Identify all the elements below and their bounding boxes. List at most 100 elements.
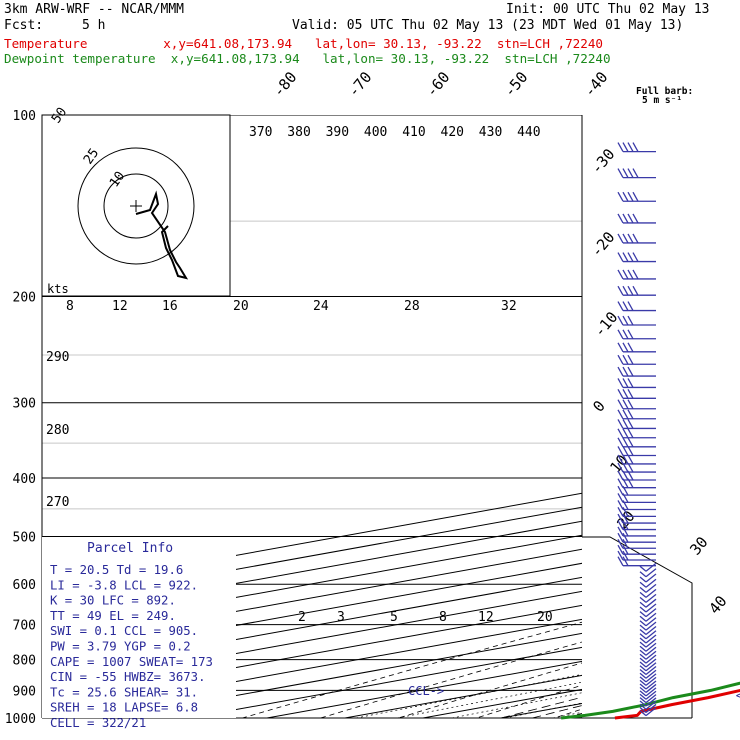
wind-barb bbox=[617, 478, 656, 489]
pressure-label: 1000 bbox=[5, 712, 36, 727]
wind-barb bbox=[639, 697, 657, 707]
wind-barb bbox=[639, 673, 657, 683]
wind-barb bbox=[639, 662, 657, 672]
wind-barb bbox=[617, 233, 656, 244]
mixing-ratio-label: 8 bbox=[439, 610, 447, 625]
temperature-trace bbox=[614, 688, 740, 720]
moist-adiabat bbox=[657, 297, 740, 719]
moist-adiabat bbox=[595, 297, 740, 719]
dry-adiabat bbox=[673, 115, 740, 731]
wind-barb bbox=[617, 550, 656, 561]
isotherm-label: -80 bbox=[269, 68, 300, 100]
isotherm-label: 0 bbox=[589, 397, 609, 415]
parcel-info-row: TT = 49 EL = 249. bbox=[50, 609, 176, 623]
parcel-info-row: T = 20.5 Td = 19.6 bbox=[50, 563, 183, 577]
dry-adiabat-label: 290 bbox=[46, 350, 69, 365]
dewpoint-trace bbox=[560, 681, 740, 720]
isotherm-line bbox=[266, 660, 582, 718]
dry-adiabat-label: 280 bbox=[46, 423, 69, 438]
mixing-ratio-line bbox=[356, 674, 582, 718]
wind-barb bbox=[639, 658, 657, 668]
mixing-ratio-line bbox=[451, 692, 582, 718]
wind-barb bbox=[617, 269, 656, 280]
model-title: 3km ARW-WRF -- NCAR/MMM bbox=[4, 2, 185, 17]
parcel-info-panel: Parcel Info T = 20.5 Td = 19.6LI = -3.8 L… bbox=[42, 537, 236, 730]
parcel-info-title: Parcel Info bbox=[87, 541, 173, 556]
moist-adiabat bbox=[532, 705, 582, 718]
theta-e-label: 390 bbox=[326, 125, 349, 140]
wind-barb bbox=[617, 544, 656, 555]
hodograph-ring bbox=[77, 147, 195, 265]
isotherm-label: -70 bbox=[344, 68, 375, 100]
isotherm-line bbox=[344, 674, 582, 718]
wind-barb bbox=[639, 621, 657, 631]
parcel-info-bg bbox=[42, 537, 236, 718]
parcel-info-row: Tc = 25.6 SHEAR= 31. bbox=[50, 685, 198, 699]
parcel-info-row: K = 30 LFC = 892. bbox=[50, 594, 176, 608]
parcel-info-row: SWI = 0.1 CCL = 905. bbox=[50, 624, 198, 638]
wind-barb bbox=[639, 573, 657, 583]
isotherm-label: -40 bbox=[580, 68, 611, 100]
wind-barb bbox=[617, 532, 656, 543]
hodograph-ring-label: 25 bbox=[81, 146, 102, 167]
wind-barb bbox=[639, 680, 657, 690]
wind-barb bbox=[617, 470, 656, 481]
dry-adiabat bbox=[240, 621, 582, 718]
hodograph-ring-label: 50 bbox=[49, 105, 70, 126]
theta-e-label: 370 bbox=[249, 125, 272, 140]
wind-barb bbox=[639, 568, 657, 578]
isotherm-line bbox=[578, 716, 582, 718]
wind-barb bbox=[639, 612, 657, 622]
theta-e-label: 380 bbox=[287, 125, 310, 140]
isotherm-label: -10 bbox=[590, 308, 621, 340]
barb-legend: Full barb: 5 m s⁻¹ bbox=[636, 86, 693, 106]
isotherm-line bbox=[735, 115, 740, 718]
wind-barb bbox=[639, 578, 657, 588]
wind-barb bbox=[617, 556, 656, 567]
wind-barb bbox=[617, 399, 656, 410]
wind-barb bbox=[639, 703, 657, 713]
wind-barb bbox=[639, 666, 657, 676]
wind-barb bbox=[639, 603, 657, 613]
wind-barb bbox=[617, 366, 656, 377]
isotherm-line bbox=[42, 562, 582, 661]
isotherm-line bbox=[42, 576, 582, 675]
wind-barb bbox=[639, 646, 657, 656]
parcel-info-row: PW = 3.79 YGP = 0.2 bbox=[50, 640, 191, 654]
wind-barb bbox=[639, 634, 657, 644]
wind-barb bbox=[617, 168, 656, 179]
wind-barb bbox=[639, 700, 657, 710]
theta-e-label: 410 bbox=[402, 125, 425, 140]
pressure-label: 100 bbox=[13, 109, 36, 124]
wind-barb bbox=[639, 588, 657, 598]
wind-barb bbox=[617, 378, 656, 389]
hodograph-axis-label: 12 bbox=[112, 299, 128, 314]
wind-barb bbox=[617, 342, 656, 353]
parcel-info-row: SREH = 18 LAPSE= 6.8 bbox=[50, 701, 198, 715]
wind-barb bbox=[639, 642, 657, 652]
pressure-label: 200 bbox=[13, 291, 36, 306]
parcel-info-row: CAPE = 1007 SWEAT= 173 bbox=[50, 655, 213, 669]
hodograph-axis-label: 8 bbox=[66, 299, 74, 314]
forecast-label: Fcst: bbox=[4, 18, 44, 33]
isotherm-label: -20 bbox=[587, 228, 618, 260]
mixing-ratio-label: 2 bbox=[298, 610, 306, 625]
wind-barb bbox=[617, 354, 656, 365]
wind-barb bbox=[639, 687, 657, 697]
wind-barb bbox=[617, 191, 656, 202]
dewpoint-legend: Dewpoint temperature x,y=641.08,173.94 l… bbox=[4, 51, 611, 66]
wind-barb bbox=[617, 409, 656, 420]
wind-barb bbox=[617, 500, 656, 511]
hodograph-axis-label: 28 bbox=[404, 299, 420, 314]
hodograph-axis-label: 24 bbox=[313, 299, 329, 314]
isotherm-line bbox=[657, 115, 740, 718]
isotherm-line bbox=[42, 604, 582, 703]
wind-barb bbox=[639, 638, 657, 648]
dry-adiabat bbox=[594, 115, 740, 731]
hodograph-ring-label: 10 bbox=[107, 169, 128, 190]
wind-barb bbox=[617, 329, 656, 340]
pressure-label: 800 bbox=[13, 654, 36, 669]
wind-barb bbox=[639, 562, 657, 572]
wind-barb bbox=[617, 213, 656, 224]
